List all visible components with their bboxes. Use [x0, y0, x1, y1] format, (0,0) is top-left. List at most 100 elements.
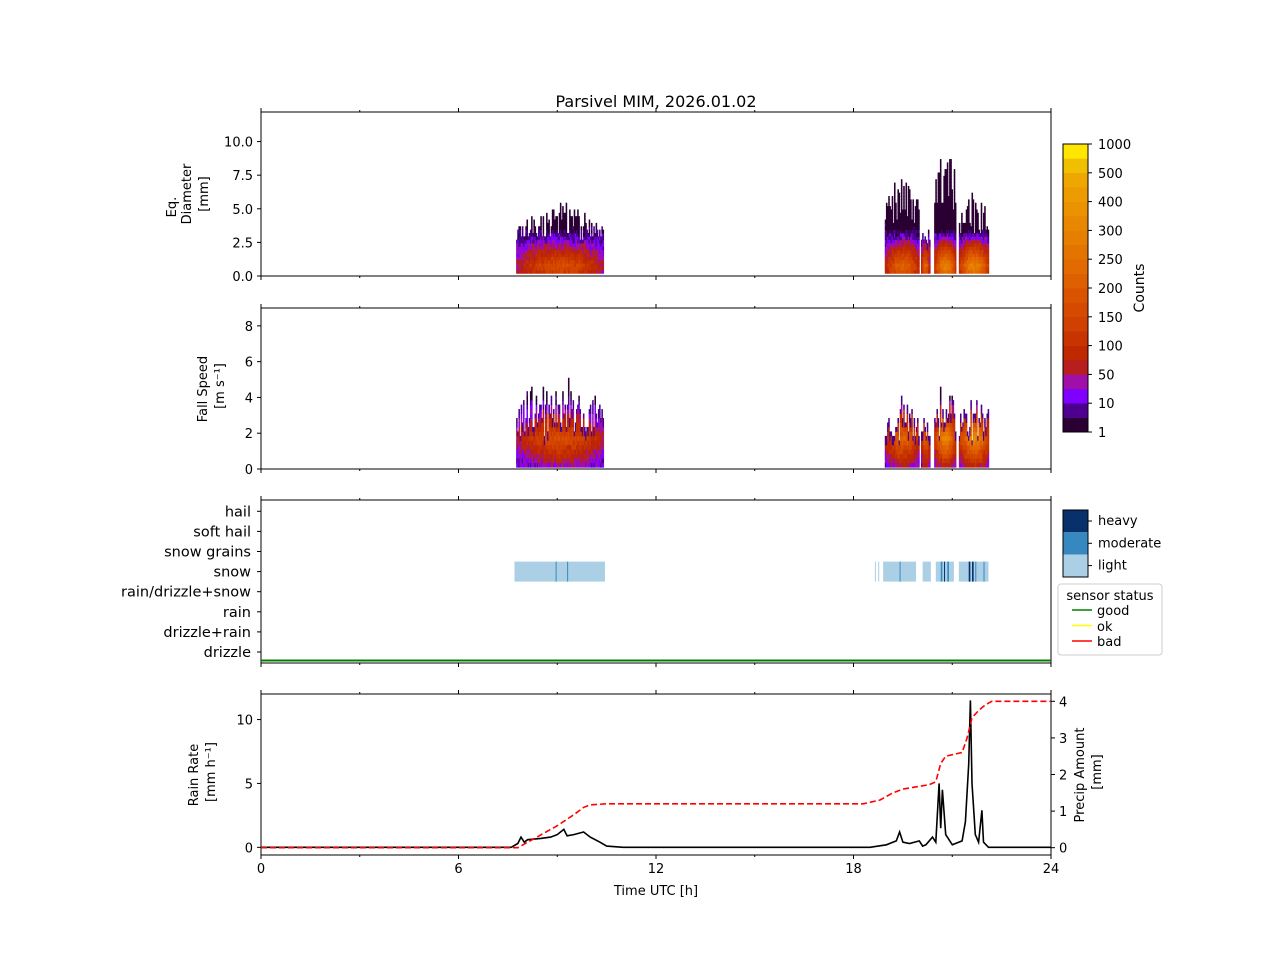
- heatmap-cell: [529, 462, 532, 468]
- heatmap-cell: [949, 212, 951, 217]
- heatmap-cell: [950, 413, 952, 419]
- heatmap-cell: [966, 462, 969, 468]
- heatmap-cell: [959, 232, 962, 237]
- heatmap-cell: [574, 453, 577, 459]
- heatmap-cell: [535, 246, 538, 251]
- heatmap-cell: [890, 222, 893, 227]
- heatmap-cell: [550, 404, 553, 410]
- heatmap-cell: [953, 185, 956, 190]
- heatmap-cell: [981, 444, 984, 450]
- heatmap-cell: [599, 269, 601, 274]
- heatmap-cell: [567, 243, 570, 247]
- heatmap-cell: [567, 458, 570, 464]
- heatmap-cell: [573, 239, 576, 244]
- heatmap-cell: [966, 249, 969, 254]
- heatmap-cell: [885, 266, 888, 271]
- heatmap-cell: [922, 232, 924, 237]
- heatmap-cell: [523, 453, 525, 459]
- y-tick-label: 5: [245, 777, 253, 792]
- heatmap-cell: [913, 239, 916, 244]
- heatmap-cell: [558, 216, 561, 220]
- heatmap-cell: [954, 239, 957, 244]
- heatmap-cell: [578, 266, 580, 271]
- heatmap-cell: [555, 409, 557, 414]
- heatmap-cell: [556, 226, 558, 231]
- heatmap-cell: [588, 263, 591, 267]
- y-tick-label: 10: [236, 714, 253, 729]
- heatmap-cell: [946, 165, 949, 170]
- heatmap-cell: [913, 232, 916, 237]
- heatmap-cell: [905, 444, 908, 450]
- heatmap-cell: [937, 239, 940, 244]
- heatmap-cell: [890, 216, 893, 220]
- heatmap-cell: [548, 418, 550, 423]
- heatmap-cell: [570, 435, 572, 441]
- heatmap-cell: [570, 458, 572, 464]
- heatmap-cell: [924, 243, 926, 247]
- x-tick-label: 12: [648, 862, 665, 877]
- heatmap-cell: [980, 444, 983, 450]
- heatmap-cell: [577, 246, 579, 251]
- heatmap-cell: [887, 206, 889, 210]
- heatmap-cell: [939, 239, 942, 244]
- heatmap-cell: [954, 266, 957, 271]
- heatmap-cell: [934, 440, 936, 446]
- heatmap-cell: [552, 212, 555, 217]
- heatmap-cell: [938, 243, 941, 247]
- heatmap-cell: [976, 462, 978, 468]
- heatmap-cell: [602, 246, 605, 251]
- heatmap-cell: [943, 202, 945, 207]
- heatmap-cell: [888, 462, 890, 468]
- heatmap-cell: [904, 269, 906, 274]
- heatmap-cell: [902, 209, 904, 214]
- heatmap-cell: [578, 444, 580, 450]
- snow-segment-light: [878, 561, 880, 582]
- heatmap-cell: [983, 222, 985, 227]
- heatmap-cell: [929, 462, 931, 468]
- heatmap-cell: [533, 269, 535, 274]
- heatmap-cell: [915, 266, 918, 271]
- heatmap-cell: [983, 440, 985, 446]
- heatmap-cell: [910, 426, 912, 432]
- heatmap-cell: [564, 266, 567, 271]
- heatmap-cell: [908, 263, 911, 267]
- heatmap-cell: [981, 449, 984, 455]
- heatmap-cell: [935, 206, 937, 210]
- heatmap-cell: [559, 212, 562, 217]
- heatmap-cell: [572, 458, 575, 464]
- heatmap-cell: [600, 458, 602, 464]
- heatmap-cell: [531, 400, 533, 405]
- heatmap-cell: [937, 431, 940, 437]
- heatmap-cell: [556, 222, 558, 227]
- heatmap-cell: [911, 243, 913, 247]
- heatmap-cell: [584, 256, 586, 261]
- heatmap-cell: [567, 400, 570, 405]
- heatmap-cell: [898, 249, 901, 254]
- heatmap-cell: [584, 263, 586, 267]
- heatmap-cell: [533, 263, 535, 267]
- heatmap-cell: [968, 256, 970, 261]
- heatmap-cell: [911, 266, 913, 271]
- heatmap-cell: [953, 222, 956, 227]
- heatmap-cell: [526, 391, 529, 397]
- heatmap-cell: [903, 239, 905, 244]
- heatmap-cell: [565, 256, 568, 261]
- heatmap-cell: [578, 400, 580, 405]
- heatmap-cell: [555, 426, 557, 432]
- heatmap-cell: [523, 269, 525, 274]
- heatmap-cell: [964, 426, 967, 432]
- heatmap-cell: [917, 222, 919, 227]
- heatmap-cell: [589, 453, 592, 459]
- heatmap-cell: [577, 256, 579, 261]
- heatmap-cell: [978, 449, 980, 455]
- heatmap-cell: [970, 263, 972, 267]
- heatmap-cell: [922, 453, 924, 459]
- heatmap-cell: [962, 263, 964, 267]
- heatmap-cell: [978, 243, 980, 247]
- heatmap-cell: [526, 395, 529, 401]
- heatmap-cell: [949, 418, 951, 423]
- heatmap-cell: [980, 404, 983, 410]
- heatmap-cell: [597, 236, 600, 241]
- heatmap-cell: [551, 253, 554, 257]
- heatmap-cell: [934, 212, 936, 217]
